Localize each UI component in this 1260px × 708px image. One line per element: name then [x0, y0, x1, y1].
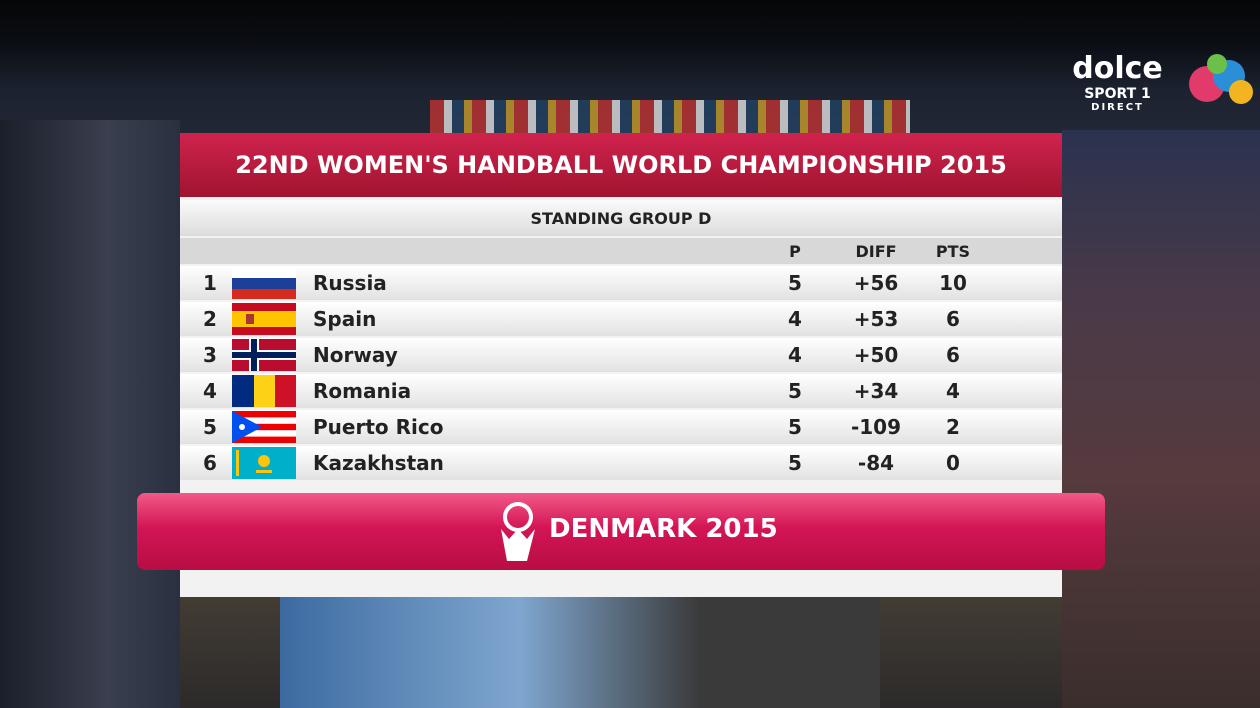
standings-row: 6 Kazakhstan 5 -84 0 — [180, 446, 1062, 480]
country-name: Kazakhstan — [313, 451, 444, 475]
stat-value: +53 — [853, 307, 899, 331]
stat-value: 6 — [946, 307, 960, 331]
country-name: Russia — [313, 271, 387, 295]
stat-value: 5 — [788, 379, 802, 403]
standings-row: 2 Spain 4 +53 6 — [180, 302, 1062, 336]
rank: 1 — [203, 271, 217, 295]
stat-value: 10 — [939, 271, 967, 295]
rank: 6 — [203, 451, 217, 475]
arena-floor — [280, 580, 880, 708]
country-flag — [232, 267, 296, 299]
country-flag — [232, 339, 296, 371]
stat-value: 5 — [788, 271, 802, 295]
standings-row: 3 Norway 4 +50 6 — [180, 338, 1062, 372]
stat-value: 0 — [946, 451, 960, 475]
column-header: P DIFF PTS — [180, 238, 1062, 264]
arena-background — [0, 120, 180, 708]
broadcaster-name: dolce — [1072, 51, 1163, 86]
broadcaster-tag: DIRECT — [1091, 102, 1144, 113]
standings-row: 1 Russia 5 +56 10 — [180, 266, 1062, 300]
country-name: Puerto Rico — [313, 415, 444, 439]
country-flag — [232, 411, 296, 443]
stat-value: -109 — [850, 415, 902, 439]
rank: 4 — [203, 379, 217, 403]
stat-value: 4 — [788, 307, 802, 331]
column-label: DIFF — [855, 242, 897, 261]
rank: 3 — [203, 343, 217, 367]
broadcaster-channel: SPORT 1 — [1084, 86, 1151, 102]
country-name: Norway — [313, 343, 398, 367]
stat-value: 5 — [788, 415, 802, 439]
country-name: Romania — [313, 379, 412, 403]
column-label: P — [789, 242, 801, 261]
subtitle: STANDING GROUP D — [180, 200, 1062, 236]
stat-value: +56 — [853, 271, 899, 295]
stat-value: 4 — [788, 343, 802, 367]
rank: 2 — [203, 307, 217, 331]
country-name: Spain — [313, 307, 377, 331]
broadcaster-logo: dolce SPORT 1 DIRECT — [1060, 51, 1175, 114]
arena-background — [1062, 130, 1260, 708]
stat-value: 6 — [946, 343, 960, 367]
country-flag — [232, 375, 296, 407]
column-label: PTS — [935, 242, 971, 261]
channel-logo — [1189, 54, 1253, 104]
standings-row: 4 Romania 5 +34 4 — [180, 374, 1062, 408]
stat-value: 2 — [946, 415, 960, 439]
title: 22ND WOMEN'S HANDBALL WORLD CHAMPIONSHIP… — [180, 133, 1062, 197]
stat-value: +34 — [853, 379, 899, 403]
footer-band: DENMARK 2015 — [137, 493, 1105, 570]
stat-value: 4 — [946, 379, 960, 403]
rank: 5 — [203, 415, 217, 439]
country-flag — [232, 303, 296, 335]
country-flag — [232, 447, 296, 479]
stat-value: 5 — [788, 451, 802, 475]
standings-row: 5 Puerto Rico 5 -109 2 — [180, 410, 1062, 444]
event-logo — [501, 502, 535, 561]
footer-label: DENMARK 2015 — [549, 514, 778, 544]
stat-value: +50 — [853, 343, 899, 367]
stat-value: -84 — [857, 451, 895, 475]
